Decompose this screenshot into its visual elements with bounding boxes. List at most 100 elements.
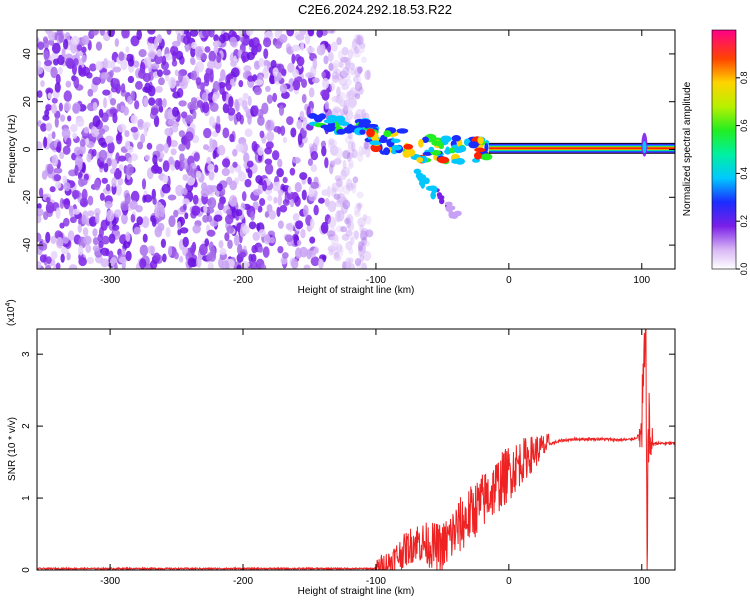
noise-blob: [172, 91, 181, 99]
noise-blob: [60, 253, 65, 263]
noise-blob: [174, 159, 180, 171]
noise-blob: [244, 178, 252, 188]
noise-blob: [353, 90, 361, 97]
noise-blob: [264, 147, 273, 155]
noise-blob: [348, 247, 354, 255]
noise-blob: [66, 137, 72, 148]
noise-blob: [177, 228, 182, 236]
noise-blob: [334, 251, 340, 259]
noise-blob: [128, 157, 133, 164]
noise-blob: [331, 74, 340, 83]
noise-blob: [247, 95, 252, 107]
noise-blob: [282, 252, 289, 259]
descending-blob: [450, 211, 459, 219]
noise-blob: [342, 184, 351, 195]
colorbar-ticks: 0.0 0.2 0.4 0.6 0.8: [736, 72, 749, 275]
noise-blob: [179, 153, 185, 163]
noise-blob: [162, 98, 167, 108]
figure-title: C2E6.2024.292.18.53.R22: [298, 2, 452, 17]
noise-blob: [79, 197, 89, 208]
noise-blob: [98, 137, 106, 146]
noise-blob: [178, 143, 186, 152]
noise-blob: [356, 34, 362, 46]
noise-blob: [63, 38, 69, 50]
noise-blob: [130, 90, 136, 101]
noise-blob: [209, 185, 219, 192]
noise-blob: [124, 175, 133, 186]
noise-blob: [364, 215, 372, 225]
noise-blob: [359, 224, 364, 233]
noise-blob: [179, 227, 189, 234]
noise-blob: [354, 93, 361, 100]
noise-blob: [359, 253, 365, 262]
noise-blob: [54, 117, 59, 128]
noise-blob: [227, 107, 236, 116]
noise-blob: [203, 204, 208, 214]
noise-blob: [351, 184, 357, 194]
noise-blob: [337, 183, 344, 193]
top-y-tick-label: 0: [22, 146, 33, 152]
noise-blob: [299, 110, 305, 121]
noise-blob: [236, 264, 242, 269]
noise-blob: [130, 214, 136, 223]
noise-blob: [332, 63, 339, 70]
noise-blob: [170, 148, 177, 156]
noise-blob: [345, 59, 350, 72]
noise-blob: [358, 46, 365, 54]
noise-blob: [184, 115, 194, 124]
noise-blob: [282, 198, 290, 206]
noise-blob: [58, 66, 63, 75]
noise-blob: [193, 152, 200, 162]
noise-blob: [130, 114, 138, 125]
noise-blob: [301, 93, 307, 104]
burst-blob: [421, 136, 429, 143]
noise-blob: [233, 234, 240, 246]
noise-blob: [292, 156, 301, 164]
noise-blob: [73, 76, 80, 89]
noise-blob: [216, 52, 222, 64]
noise-blob: [332, 105, 341, 115]
noise-blob: [53, 58, 59, 66]
noise-blob: [200, 188, 210, 198]
noise-blob: [44, 30, 53, 35]
burst-blob: [437, 156, 450, 164]
noise-blob: [73, 58, 79, 66]
noise-blob: [158, 77, 165, 86]
noise-blob: [277, 245, 284, 254]
noise-blob: [182, 198, 190, 206]
noise-blob: [168, 245, 173, 257]
noise-blob: [250, 210, 255, 221]
burst-blob: [366, 128, 375, 138]
noise-blob: [316, 30, 323, 38]
noise-blob: [336, 86, 341, 97]
noise-blob: [353, 230, 359, 240]
noise-blob: [190, 46, 196, 58]
noise-blob: [344, 136, 354, 145]
noise-blob: [339, 70, 348, 79]
noise-blob: [43, 50, 50, 62]
noise-blob: [133, 226, 141, 235]
noise-blob: [90, 30, 99, 36]
noise-blob: [45, 122, 53, 132]
noise-blob: [212, 80, 220, 93]
noise-blob: [361, 146, 367, 155]
noise-blob: [268, 210, 276, 220]
noise-blob: [361, 108, 366, 120]
noise-blob: [106, 157, 112, 167]
noise-blob: [40, 123, 47, 132]
colorbar-gradient: [711, 29, 737, 270]
noise-blob: [327, 216, 337, 228]
noise-blob: [262, 246, 270, 258]
noise-blob: [68, 264, 78, 269]
noise-blob: [136, 30, 142, 41]
noise-blob: [212, 40, 222, 48]
noise-blob: [358, 245, 363, 257]
noise-blob: [344, 78, 352, 86]
noise-blob: [355, 108, 364, 120]
colorbar-tick-label: 0.8: [739, 72, 749, 85]
noise-blob: [274, 40, 283, 49]
noise-blob: [130, 190, 140, 203]
noise-blob: [65, 80, 72, 88]
noise-blob: [81, 35, 90, 45]
noise-blob: [121, 30, 130, 39]
